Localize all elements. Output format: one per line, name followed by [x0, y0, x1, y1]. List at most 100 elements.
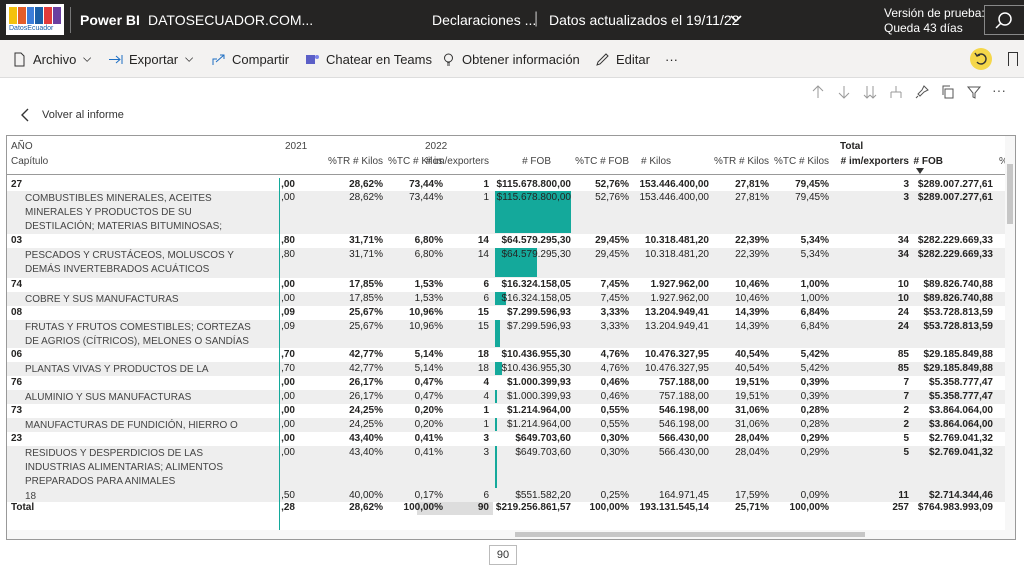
detail-row[interactable]: COBRE Y SUS MANUFACTURAS ,00 17,85% 1,53% 6 $…	[7, 292, 1007, 306]
cell-c10: $29.185.849,88	[923, 363, 993, 374]
detail-row[interactable]: FRUTAS Y FRUTOS COMESTIBLES; CORTEZAS DE…	[7, 320, 1007, 348]
more-options-icon[interactable]: ···	[992, 82, 1006, 98]
cell-c9: 5	[903, 433, 909, 444]
more-options-button[interactable]: ···	[665, 52, 678, 67]
col-tc-kilos-2022[interactable]: %TC # Kilos	[773, 156, 829, 167]
cell-c5: 0,55%	[600, 405, 629, 416]
col-im-exporters[interactable]: # im/exporters	[425, 156, 489, 167]
scrollbar-thumb[interactable]	[1007, 164, 1013, 224]
group-row[interactable]: 73 ,00 24,25% 0,20% 1 $1.214.964,00 0,55% 546.1…	[7, 404, 1007, 418]
datosecuador-logo[interactable]: DatosEcuador	[6, 4, 64, 35]
cell-c8: 1,00%	[800, 293, 829, 304]
title-separator: |	[534, 10, 539, 27]
cell-c9: 2	[903, 405, 909, 416]
total-row: Total ,28 28,62% 100,00% 90 $219.256.861,57 10…	[7, 502, 1007, 515]
group-row[interactable]: 23 ,00 43,40% 0,41% 3 $649.703,60 0,30% 566.430…	[7, 432, 1007, 446]
export-arrow-icon	[109, 55, 123, 64]
next-level-icon[interactable]	[862, 84, 878, 100]
fob-data-bar	[495, 362, 502, 375]
filter-icon[interactable]	[966, 84, 982, 100]
cell-c4: $115.678.800,00	[496, 192, 571, 203]
bookmark-icon[interactable]	[1008, 52, 1018, 66]
cell-c0: ,00	[281, 405, 295, 416]
reset-button[interactable]	[970, 48, 992, 70]
group-row[interactable]: 03 ,80 31,71% 6,80% 14 $64.579.295,30 29,45% 10…	[7, 234, 1007, 248]
search-button[interactable]	[984, 5, 1024, 35]
cell-c7: 17,59%	[735, 490, 769, 501]
vertical-scrollbar[interactable]	[1005, 136, 1015, 539]
app-name[interactable]: Power BI	[80, 12, 140, 28]
detail-row[interactable]: PESCADOS Y CRUSTÁCEOS, MOLUSCOS Y DEMÁS …	[7, 248, 1007, 278]
cell-c9: 7	[903, 391, 909, 402]
col-fob[interactable]: # FOB	[522, 156, 551, 167]
teams-chat-button[interactable]: Chatear en Teams	[305, 52, 432, 67]
col-tr-kilos-2022[interactable]: %TR # Kilos	[713, 156, 769, 167]
cell-c8: 0,29%	[800, 447, 829, 458]
cell-c8: 0,39%	[800, 377, 829, 388]
group-row[interactable]: 27 ,00 28,62% 73,44% 1 $115.678.800,00 52,76% 1…	[7, 178, 1007, 191]
group-row[interactable]: 06 ,70 42,77% 5,14% 18 $10.436.955,30 4,76% 10.…	[7, 348, 1007, 362]
search-icon	[995, 12, 1012, 29]
row-label: 23	[11, 433, 23, 444]
row-label: 74	[11, 279, 23, 290]
total-label: Total	[11, 502, 35, 513]
export-menu[interactable]: Exportar	[108, 52, 195, 67]
cell-c5: 3,33%	[600, 321, 629, 332]
cell-c2: 73,44%	[409, 192, 443, 203]
trial-line-1: Versión de prueba:	[884, 6, 985, 20]
col-im-exporters-total[interactable]: # im/exporters	[840, 156, 909, 167]
cell-c1: 24,25%	[349, 405, 383, 416]
cell-c8: 0,09%	[800, 490, 829, 501]
cell-c4: $1.214.964,00	[507, 419, 571, 430]
cell-c4: $7.299.596,93	[507, 307, 571, 318]
expand-hierarchy-icon[interactable]	[888, 84, 904, 100]
data-updated-label[interactable]: Datos actualizados el 19/11/22	[549, 12, 740, 28]
detail-row[interactable]: PLANTAS VIVAS Y PRODUCTOS DE LA FLORICUL…	[7, 362, 1007, 389]
horizontal-scrollbar[interactable]	[7, 530, 1007, 539]
detail-row[interactable]: MANUFACTURAS DE FUNDICIÓN, HIERRO O ACER…	[7, 418, 1007, 445]
cell-c4: $551.582,20	[515, 490, 571, 501]
detail-row[interactable]: RESIDUOS Y DESPERDICIOS DE LAS INDUSTRIA…	[7, 446, 1007, 489]
cell-c7: 10,46%	[735, 293, 769, 304]
detail-row[interactable]: COMBUSTIBLES MINERALES, ACEITES MINERALE…	[7, 191, 1007, 246]
page-number-box[interactable]: 90	[489, 545, 517, 565]
col-pct-partial[interactable]: %	[999, 156, 1008, 167]
group-row[interactable]: 76 ,00 26,17% 0,47% 4 $1.000.399,93 0,46% 757.1…	[7, 376, 1007, 390]
chevron-down-icon[interactable]	[729, 12, 743, 26]
pin-icon[interactable]	[914, 84, 930, 100]
detail-row[interactable]: ALUMINIO Y SUS MANUFACTURAS ,00 26,17% 0,47…	[7, 390, 1007, 404]
drill-up-icon[interactable]	[810, 84, 826, 100]
detail-row[interactable]: 18 ,50 40,00% 0,17% 6 $551.582,20 0,25% 164.971…	[7, 489, 1007, 502]
cell-c4: $16.324.158,05	[501, 279, 571, 290]
cell-c2: 0,20%	[414, 419, 443, 430]
file-label: Archivo	[33, 52, 77, 67]
copy-visual-icon[interactable]	[940, 84, 956, 100]
cell-c3: 6	[483, 490, 489, 501]
col-tc-fob[interactable]: %TC # FOB	[575, 156, 629, 167]
insights-button[interactable]: Obtener información	[441, 52, 580, 67]
cell-c7: 10,46%	[735, 279, 769, 290]
share-button[interactable]: Compartir	[211, 52, 289, 67]
group-row[interactable]: 74 ,00 17,85% 1,53% 6 $16.324.158,05 7,45% 1.92…	[7, 278, 1007, 292]
cell-c9: 5	[903, 447, 909, 458]
chevron-down-icon	[83, 57, 92, 62]
file-menu[interactable]: Archivo	[12, 52, 93, 67]
workspace-name[interactable]: DATOSECUADOR.COM...	[148, 12, 314, 28]
scrollbar-thumb-h[interactable]	[515, 532, 865, 537]
drill-down-icon[interactable]	[836, 84, 852, 100]
trial-notice[interactable]: Versión de prueba: Queda 43 días	[884, 6, 985, 36]
report-name[interactable]: Declaraciones ...	[432, 12, 537, 28]
cell-c3: 3	[483, 433, 489, 444]
col-kilos[interactable]: # Kilos	[640, 156, 671, 167]
group-row[interactable]: 08 ,09 25,67% 10,96% 15 $7.299.596,93 3,33% 13.…	[7, 306, 1007, 320]
col-tr-kilos[interactable]: %TR # Kilos	[327, 156, 383, 167]
cell-c6: 13.204.949,41	[645, 321, 709, 332]
cell-c2: 10,96%	[409, 307, 443, 318]
col-fob-total[interactable]: # FOB	[913, 156, 943, 167]
col-tc-kilos[interactable]: %TC # Kilos	[387, 156, 443, 167]
cell-c3: 14	[477, 235, 489, 246]
back-to-report[interactable]: Volver al informe	[20, 108, 124, 122]
cell-c5: 52,76%	[595, 192, 629, 203]
matrix-table[interactable]: AÑO 2021 2022 Total Capítulo %TR # Kilos…	[6, 135, 1016, 540]
edit-button[interactable]: Editar	[595, 52, 650, 67]
